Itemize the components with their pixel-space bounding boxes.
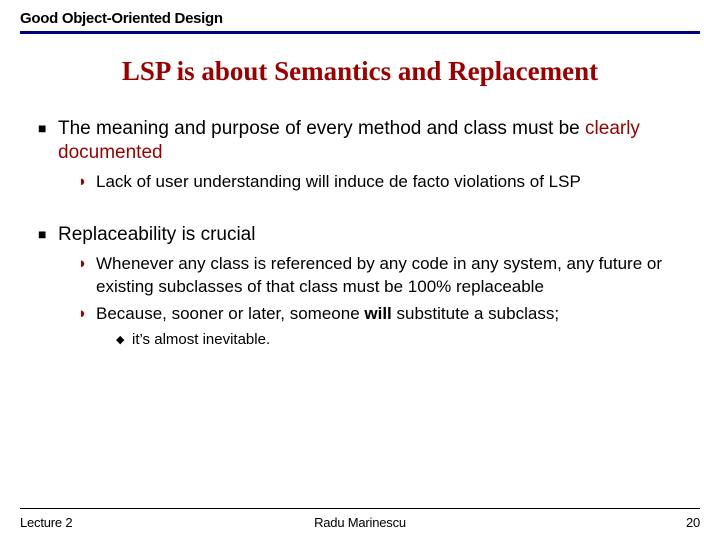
slide-body: ■The meaning and purpose of every method… <box>20 117 700 508</box>
spacer <box>38 197 682 223</box>
footer-page-number: 20 <box>473 515 700 530</box>
bullet-text: The meaning and purpose of every method … <box>58 117 682 165</box>
diamond-bullet-icon: ◆ <box>116 330 132 350</box>
bullet-level-1: ■The meaning and purpose of every method… <box>38 117 682 165</box>
text-run: Replaceability is crucial <box>58 224 255 245</box>
arrow-bullet-icon: ◗ <box>78 171 96 194</box>
footer-lecture: Lecture 2 <box>20 515 247 530</box>
footer: Lecture 2 Radu Marinescu 20 <box>20 508 700 530</box>
text-run: it’s almost inevitable. <box>132 331 270 348</box>
bullet-level-2: ◗Lack of user understanding will induce … <box>78 171 682 194</box>
text-run: The meaning and purpose of every method … <box>58 118 585 139</box>
bullet-level-3: ◆it’s almost inevitable. <box>116 330 682 350</box>
bullet-text: Because, sooner or later, someone will s… <box>96 303 559 326</box>
text-run: will <box>364 304 391 323</box>
square-bullet-icon: ■ <box>38 117 58 165</box>
bullet-text: Lack of user understanding will induce d… <box>96 171 581 194</box>
bullet-text: Replaceability is crucial <box>58 223 255 247</box>
bullet-level-1: ■Replaceability is crucial <box>38 223 682 247</box>
text-run: Lack of user understanding will induce d… <box>96 172 581 191</box>
arrow-bullet-icon: ◗ <box>78 303 96 326</box>
text-run: Because, sooner or later, someone <box>96 304 364 323</box>
text-run: Whenever any class is referenced by any … <box>96 254 662 296</box>
arrow-bullet-icon: ◗ <box>78 253 96 299</box>
course-header: Good Object-Oriented Design <box>20 10 700 34</box>
slide: Good Object-Oriented Design LSP is about… <box>0 0 720 540</box>
square-bullet-icon: ■ <box>38 223 58 247</box>
bullet-text: it’s almost inevitable. <box>132 330 270 350</box>
bullet-level-2: ◗Whenever any class is referenced by any… <box>78 253 682 299</box>
bullet-level-2: ◗Because, sooner or later, someone will … <box>78 303 682 326</box>
footer-author: Radu Marinescu <box>247 515 474 530</box>
bullet-text: Whenever any class is referenced by any … <box>96 253 682 299</box>
slide-title: LSP is about Semantics and Replacement <box>20 56 700 87</box>
text-run: substitute a subclass; <box>392 304 559 323</box>
